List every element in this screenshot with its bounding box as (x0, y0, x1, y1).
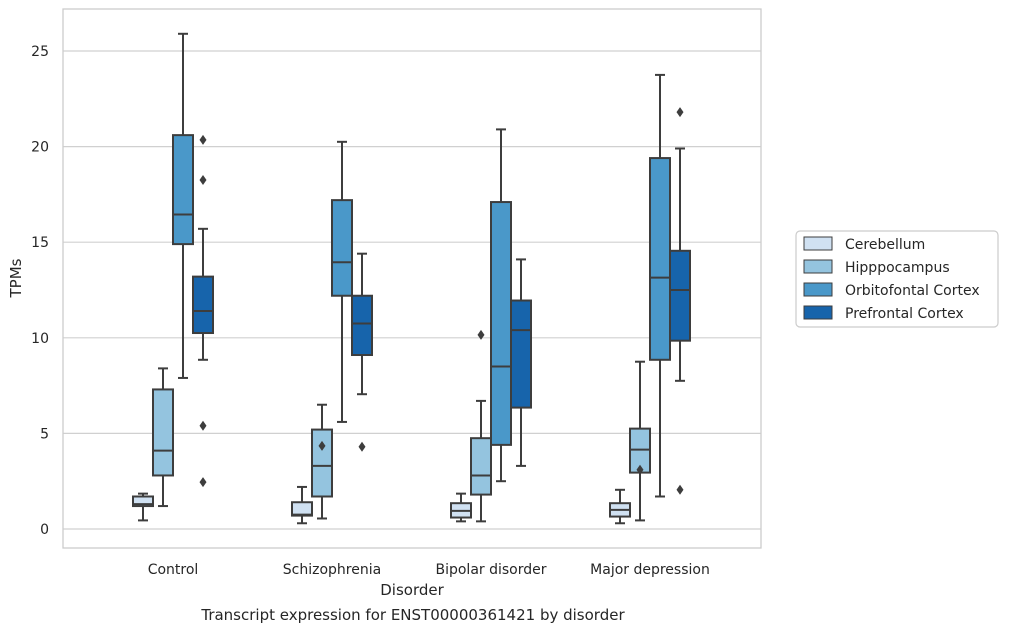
box-group (450, 492, 472, 523)
legend-swatch (803, 282, 833, 297)
box-group (331, 140, 353, 423)
box-group (291, 485, 313, 525)
box-iqr (331, 199, 353, 297)
y-axis-label: TPMs (7, 258, 25, 298)
outlier-point (199, 134, 207, 145)
y-tick-label: 15 (31, 235, 49, 251)
legend-swatch (803, 236, 833, 251)
outlier-point (358, 441, 366, 452)
box-iqr (192, 275, 214, 335)
legend-frame (795, 230, 999, 328)
box-group (311, 403, 333, 520)
box-iqr (291, 501, 313, 517)
box-iqr (152, 388, 174, 477)
box-iqr (132, 495, 154, 508)
y-tick-label: 5 (40, 426, 49, 442)
box-iqr (470, 437, 492, 496)
box-group (152, 367, 174, 508)
x-tick-label: Control (148, 562, 199, 578)
y-tick-label: 10 (31, 331, 49, 347)
box-group (132, 492, 154, 522)
box-group (669, 107, 691, 495)
outlier-point (199, 175, 207, 186)
legend-swatch (803, 305, 833, 320)
legend-label: Cerebellum (845, 237, 925, 253)
x-tick-label: Schizophrenia (283, 562, 381, 578)
box-group (490, 128, 512, 483)
legend-swatch (803, 259, 833, 274)
box-iqr (172, 134, 194, 246)
box-iqr (311, 428, 333, 498)
legend-label: Orbitofontal Cortex (845, 283, 980, 299)
box-iqr (510, 299, 532, 409)
outlier-point (477, 329, 485, 340)
outlier-point (199, 477, 207, 488)
box-group (629, 360, 651, 522)
x-tick-label: Major depression (590, 562, 710, 578)
box-group (649, 73, 671, 498)
box-groups (132, 32, 691, 525)
box-group (172, 32, 194, 379)
box-group (510, 258, 532, 467)
y-tick-label: 20 (31, 140, 49, 156)
x-tick-label: Bipolar disorder (435, 562, 546, 578)
outlier-point (676, 484, 684, 495)
box-iqr (649, 157, 671, 361)
figure-caption: Transcript expression for ENST0000036142… (201, 606, 625, 624)
outlier-point (199, 420, 207, 431)
y-tick-label: 25 (31, 44, 49, 60)
outlier-point (318, 440, 326, 451)
box-iqr (669, 249, 691, 342)
box-iqr (490, 201, 512, 446)
y-tick-label: 0 (40, 522, 49, 538)
box-group (351, 252, 373, 452)
legend-label: Hipppocampus (845, 260, 950, 276)
plot-area-frame (62, 8, 762, 549)
y-axis-ticks: 0 5 10 15 20 25 (31, 44, 49, 538)
box-iqr (351, 294, 373, 357)
box-group (609, 488, 631, 525)
legend-label: Prefrontal Cortex (845, 306, 964, 322)
outlier-point (676, 107, 684, 118)
x-axis-ticks: Control Schizophrenia Bipolar disorder Majo… (148, 562, 710, 578)
outlier-point (636, 464, 644, 475)
x-axis-label: Disorder (380, 581, 444, 599)
box-group (192, 134, 214, 488)
legend: Cerebellum Hipppocampus Orbitofontal Corte… (795, 230, 999, 328)
box-group (470, 329, 492, 523)
